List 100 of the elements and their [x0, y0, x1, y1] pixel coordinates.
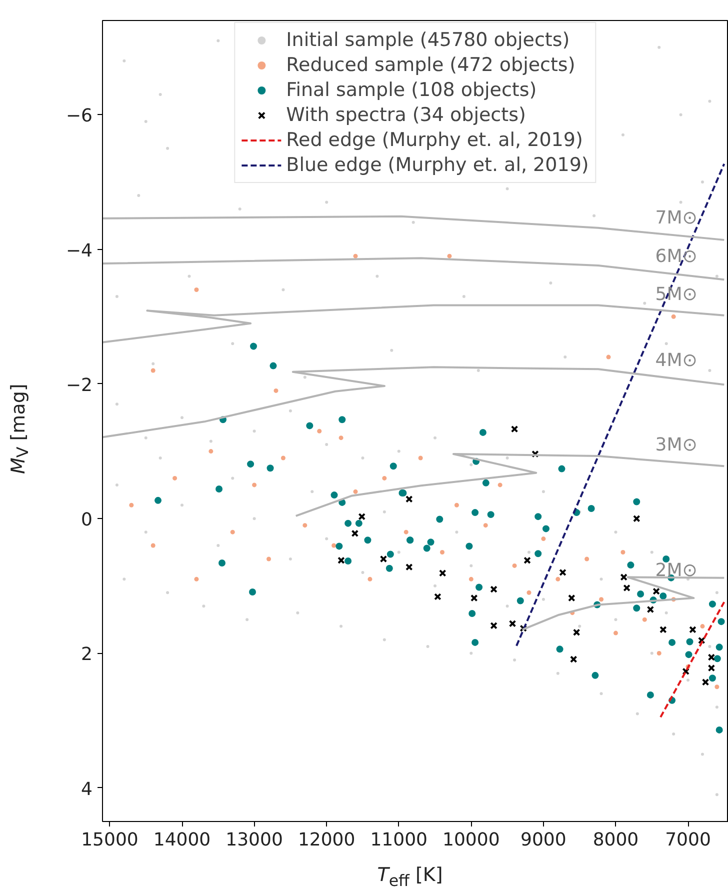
- point: [338, 556, 345, 564]
- y-tick-label: −6: [66, 106, 93, 127]
- point: [490, 622, 498, 630]
- annotation: 6M⊙: [655, 246, 698, 267]
- x-axis-title: T$_{eff}$ [K]: [377, 863, 443, 892]
- y-tick-label: 0: [81, 510, 92, 531]
- point: [172, 476, 178, 480]
- point: [652, 588, 660, 595]
- point: [532, 450, 539, 458]
- point: [646, 606, 654, 614]
- point: [447, 254, 452, 258]
- point: [671, 314, 676, 319]
- point: [708, 664, 716, 672]
- x-tick-label: 14000: [153, 830, 211, 850]
- point: [382, 476, 387, 480]
- point: [353, 489, 358, 494]
- x-tick-label: 9000: [520, 830, 566, 850]
- point: [541, 536, 546, 542]
- x-tick-label: 11000: [370, 830, 428, 850]
- point: [642, 617, 647, 622]
- point: [556, 576, 560, 582]
- legend-label: Reduced sample (472 objects): [286, 54, 576, 76]
- legend-label: With spectra (34 objects): [286, 104, 526, 126]
- point: [498, 482, 502, 488]
- line-series: [294, 452, 726, 517]
- point: [380, 555, 388, 563]
- point: [454, 502, 459, 508]
- point: [332, 543, 336, 548]
- point: [353, 254, 358, 258]
- point: [194, 288, 199, 292]
- point: [129, 502, 134, 508]
- point: [252, 482, 257, 488]
- point: [623, 584, 630, 592]
- line-series: [521, 576, 726, 631]
- point: [508, 620, 516, 628]
- point: [559, 568, 566, 576]
- point: [520, 624, 528, 632]
- point: [490, 586, 498, 593]
- point: [358, 512, 366, 520]
- point: [351, 530, 359, 538]
- point: [568, 594, 576, 602]
- point: [702, 678, 710, 686]
- point: [682, 668, 690, 676]
- y-tick-label: 4: [81, 778, 92, 800]
- x-tick-label: 15000: [81, 830, 138, 850]
- x-tick-label: 12000: [298, 830, 356, 850]
- point: [266, 556, 272, 562]
- annotation: 3M⊙: [655, 434, 698, 456]
- legend-label: Initial sample (45780 objects): [286, 29, 570, 51]
- point: [606, 354, 611, 360]
- point: [468, 576, 474, 582]
- point: [510, 425, 518, 433]
- point: [570, 656, 578, 663]
- point: [526, 590, 532, 595]
- point: [470, 594, 478, 602]
- point: [438, 569, 446, 577]
- point: [338, 436, 344, 440]
- point: [572, 628, 580, 636]
- line-series: [102, 304, 726, 344]
- y-tick-label: −4: [66, 240, 93, 262]
- x-tick-label: 13000: [226, 830, 283, 850]
- annotation: 4M⊙: [655, 350, 698, 372]
- point: [405, 495, 413, 503]
- point: [434, 593, 442, 600]
- annotation: 7M⊙: [655, 207, 698, 228]
- point: [230, 530, 235, 534]
- point: [512, 563, 517, 568]
- point: [440, 550, 444, 554]
- point: [317, 428, 322, 434]
- annotation: 2M⊙: [655, 560, 698, 581]
- point: [584, 556, 590, 562]
- point: [524, 556, 531, 564]
- point: [418, 456, 423, 460]
- x-tick-label: 10000: [442, 830, 500, 850]
- x-tick-label: 7000: [665, 830, 711, 850]
- point: [599, 597, 604, 602]
- point: [150, 368, 156, 373]
- point: [632, 514, 640, 522]
- point: [405, 563, 413, 571]
- point: [700, 624, 705, 629]
- point: [368, 576, 372, 582]
- point: [150, 543, 156, 548]
- point: [302, 523, 308, 528]
- point: [208, 449, 214, 454]
- annotation: 5M⊙: [655, 284, 698, 305]
- point: [620, 550, 626, 554]
- point: [660, 626, 667, 634]
- legend-label: Final sample (108 objects): [286, 79, 537, 101]
- x-tick-label: 8000: [592, 830, 639, 850]
- legend-label: Red edge (Murphy et. al, 2019): [286, 129, 583, 151]
- point: [274, 388, 278, 393]
- point: [404, 530, 408, 534]
- y-tick-label: 2: [81, 644, 92, 666]
- point: [194, 576, 199, 582]
- point: [698, 636, 706, 644]
- point: [689, 626, 696, 634]
- y-tick-label: −2: [66, 374, 93, 396]
- point: [708, 654, 716, 661]
- point: [656, 650, 662, 656]
- point: [620, 574, 628, 581]
